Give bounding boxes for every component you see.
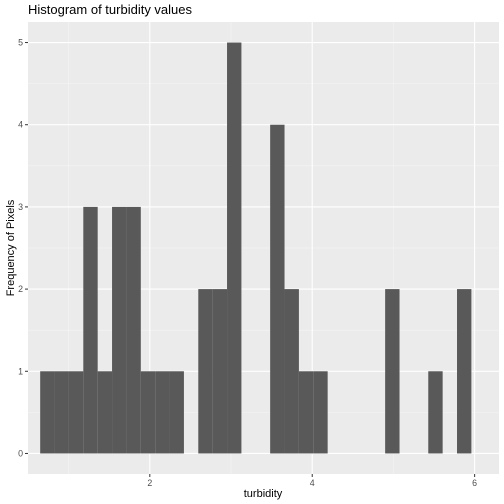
histogram-bar — [313, 371, 328, 454]
x-axis: 2 4 6 — [147, 474, 477, 488]
histogram-bar — [198, 289, 213, 454]
histogram-bar — [428, 371, 443, 454]
histogram-bar — [385, 289, 400, 454]
y-axis: 0 1 2 3 4 5 — [18, 38, 28, 458]
y-tick-label: 1 — [18, 366, 23, 376]
histogram-bar — [112, 206, 127, 454]
y-tick-label: 4 — [18, 120, 23, 130]
histogram-bar — [169, 371, 184, 454]
y-axis-title: Frequency of Pixels — [5, 199, 17, 296]
chart-title: Histogram of turbidity values — [28, 2, 193, 17]
histogram-bar — [457, 289, 472, 454]
y-tick-label: 3 — [18, 202, 23, 212]
histogram-bar — [54, 371, 69, 454]
histogram-bar — [284, 289, 299, 454]
histogram-bar — [298, 371, 314, 454]
histogram-bar — [212, 289, 228, 454]
histogram-bar — [68, 371, 84, 454]
y-tick-label: 2 — [18, 284, 23, 294]
histogram-bar — [140, 371, 156, 454]
histogram-bar — [227, 42, 242, 454]
histogram-bar — [270, 124, 285, 454]
x-tick-label: 6 — [472, 478, 477, 488]
x-tick-label: 4 — [310, 478, 315, 488]
y-tick-label: 5 — [18, 38, 23, 48]
histogram-bar — [40, 371, 55, 454]
histogram-bar — [83, 206, 98, 454]
y-tick-label: 0 — [18, 448, 23, 458]
histogram-bar — [97, 371, 113, 454]
x-tick-label: 2 — [147, 478, 152, 488]
histogram-bar — [155, 371, 170, 454]
histogram-bar — [126, 206, 141, 454]
x-axis-title: turbidity — [244, 488, 283, 500]
histogram-bars — [40, 42, 472, 454]
